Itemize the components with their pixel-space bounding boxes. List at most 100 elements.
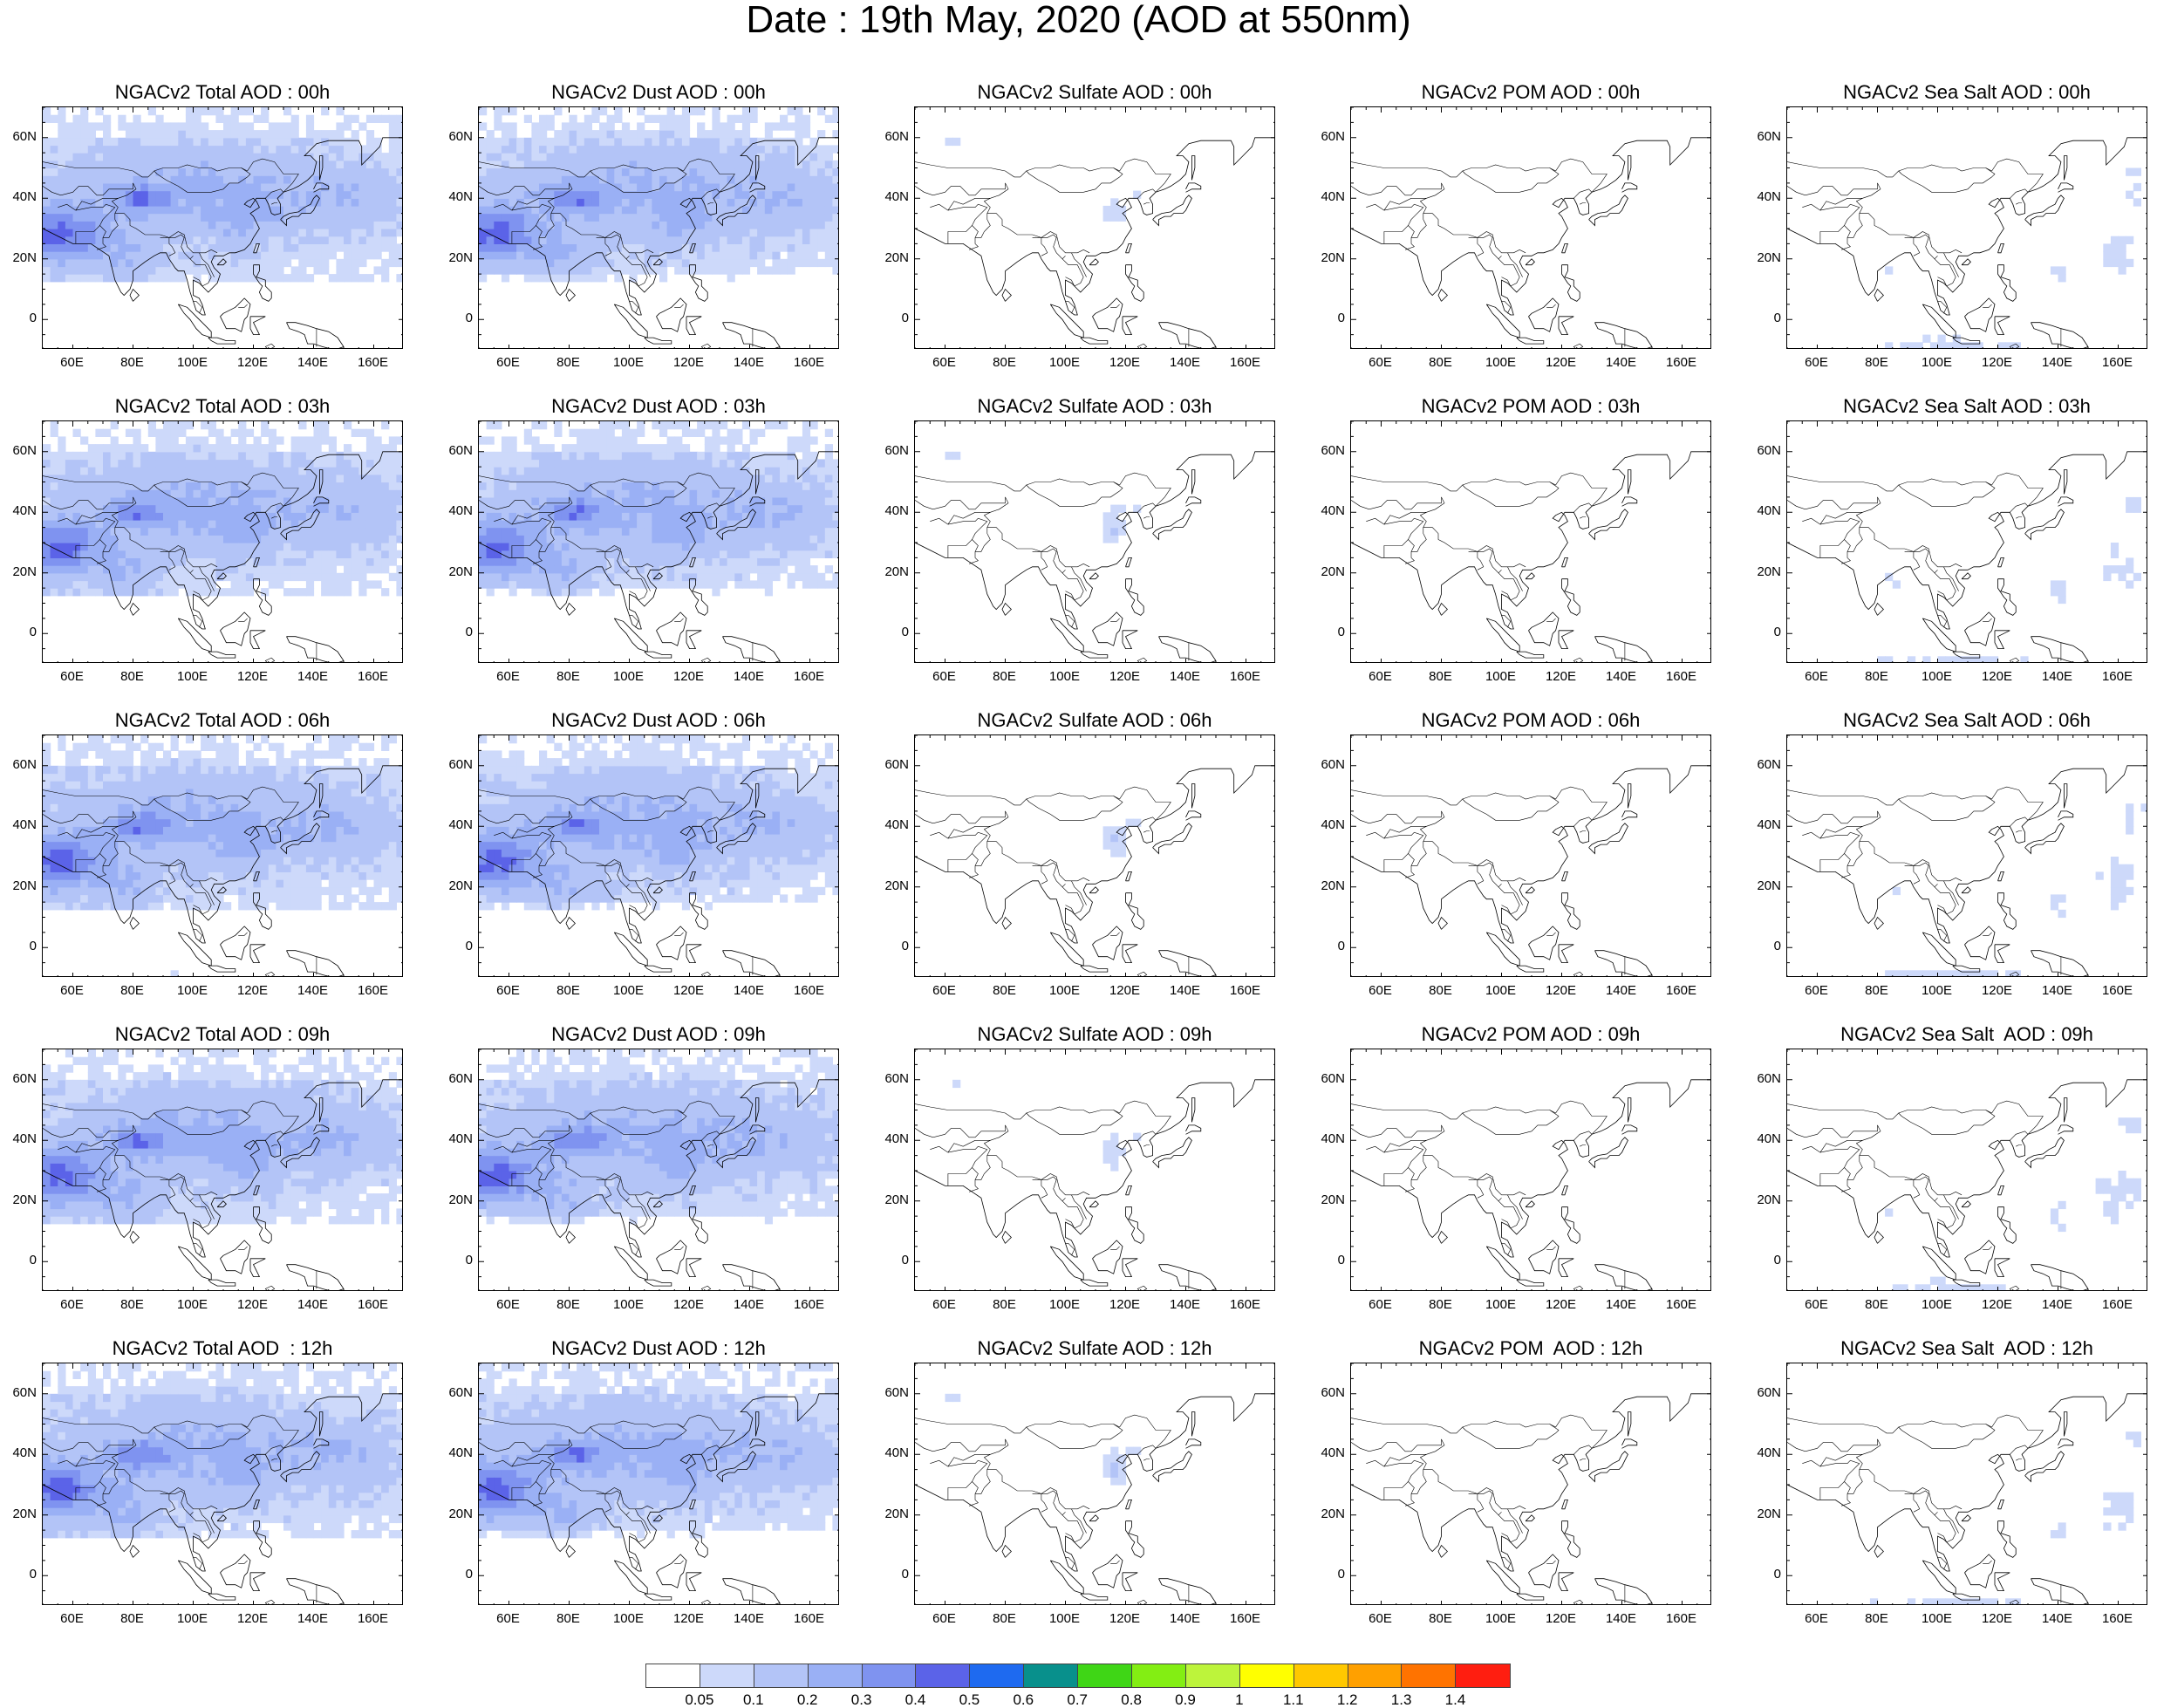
- longitude-tick-label: 60E: [923, 356, 966, 370]
- longitude-tick-label: 80E: [547, 356, 590, 370]
- longitude-tick-label: 60E: [1795, 1612, 1839, 1626]
- latitude-tick-label: 40N: [1746, 190, 1781, 204]
- longitude-tick-label: 80E: [1419, 984, 1463, 998]
- latitude-tick-label: 60N: [874, 758, 909, 772]
- longitude-tick-label: 140E: [291, 670, 335, 684]
- latitude-tick-label: 0: [438, 1568, 473, 1582]
- longitude-tick-label: 100E: [1915, 1298, 1959, 1312]
- coastlines: [1351, 138, 1711, 349]
- longitude-tick-label: 140E: [2036, 356, 2079, 370]
- aod-map: [43, 1049, 403, 1291]
- longitude-tick-label: 80E: [1419, 1298, 1463, 1312]
- longitude-tick-label: 120E: [1976, 670, 2019, 684]
- axis-ticks: [915, 421, 1275, 663]
- longitude-tick-label: 60E: [1795, 1298, 1839, 1312]
- latitude-tick-label: 60N: [438, 444, 473, 458]
- latitude-tick-label: 0: [874, 939, 909, 953]
- longitude-tick-label: 80E: [1419, 356, 1463, 370]
- latitude-tick-label: 60N: [2, 444, 37, 458]
- colorbar-swatch: [700, 1664, 754, 1687]
- longitude-tick-label: 140E: [2036, 670, 2079, 684]
- longitude-tick-label: 100E: [1479, 1298, 1523, 1312]
- longitude-tick-label: 120E: [1539, 1298, 1583, 1312]
- longitude-tick-label: 120E: [231, 670, 275, 684]
- axis-ticks: [1787, 421, 2147, 663]
- coastlines: [1787, 138, 2147, 349]
- longitude-tick-label: 160E: [1224, 984, 1267, 998]
- aod-field: [945, 452, 1142, 543]
- aod-map: [479, 107, 839, 349]
- panel-title: NGACv2 Dust AOD : 06h: [478, 707, 839, 734]
- latitude-tick-label: 0: [1310, 1568, 1345, 1582]
- longitude-tick-label: 80E: [1855, 984, 1899, 998]
- panel-title: NGACv2 POM AOD : 12h: [1350, 1335, 1711, 1363]
- latitude-tick-label: 20N: [1310, 565, 1345, 579]
- longitude-tick-label: 140E: [2036, 1298, 2079, 1312]
- map-plot-area: [478, 734, 839, 977]
- longitude-tick-label: 120E: [1103, 1612, 1147, 1626]
- latitude-tick-label: 0: [438, 625, 473, 639]
- coastlines: [1351, 1080, 1711, 1291]
- map-plot-area: [1350, 1363, 1711, 1605]
- longitude-tick-label: 140E: [291, 1612, 335, 1626]
- longitude-tick-label: 160E: [1660, 356, 1703, 370]
- latitude-tick-label: 40N: [438, 818, 473, 832]
- longitude-tick-label: 100E: [607, 1612, 651, 1626]
- latitude-tick-label: 40N: [438, 504, 473, 518]
- aod-map: [1787, 1363, 2147, 1605]
- longitude-tick-label: 160E: [352, 984, 395, 998]
- longitude-tick-label: 120E: [667, 1298, 711, 1312]
- colorbar-label: 1.2: [1326, 1692, 1369, 1708]
- longitude-tick-label: 140E: [1600, 1298, 1643, 1312]
- panel-title: NGACv2 Sulfate AOD : 03h: [914, 393, 1275, 420]
- longitude-tick-label: 60E: [923, 1612, 966, 1626]
- coastlines: [1787, 1394, 2147, 1605]
- longitude-tick-label: 60E: [1359, 1298, 1403, 1312]
- latitude-tick-label: 60N: [874, 1386, 909, 1400]
- coastlines: [1351, 452, 1711, 663]
- panel-title: NGACv2 Dust AOD : 00h: [478, 79, 839, 106]
- longitude-tick-label: 100E: [607, 1298, 651, 1312]
- latitude-tick-label: 60N: [1310, 444, 1345, 458]
- latitude-tick-label: 20N: [1746, 879, 1781, 893]
- map-plot-area: [914, 1049, 1275, 1291]
- longitude-tick-label: 140E: [727, 1612, 771, 1626]
- colorbar-label: 0.3: [840, 1692, 884, 1708]
- longitude-tick-label: 100E: [1043, 356, 1087, 370]
- latitude-tick-label: 60N: [1310, 1386, 1345, 1400]
- aod-map: [1351, 107, 1711, 349]
- longitude-tick-label: 160E: [788, 1612, 831, 1626]
- aod-map: [1351, 1363, 1711, 1605]
- aod-map: [1787, 107, 2147, 349]
- colorbar-label: 0.2: [786, 1692, 829, 1708]
- longitude-tick-label: 140E: [2036, 1612, 2079, 1626]
- longitude-tick-label: 100E: [1479, 356, 1523, 370]
- figure-title: Date : 19th May, 2020 (AOD at 550nm): [0, 0, 2157, 40]
- axis-ticks: [915, 107, 1275, 349]
- aod-field: [1870, 1431, 2141, 1605]
- longitude-tick-label: 160E: [788, 356, 831, 370]
- latitude-tick-label: 0: [1310, 311, 1345, 325]
- longitude-tick-label: 160E: [1660, 1298, 1703, 1312]
- latitude-tick-label: 60N: [438, 130, 473, 144]
- map-plot-area: [42, 106, 403, 349]
- longitude-tick-label: 160E: [1224, 356, 1267, 370]
- latitude-tick-label: 40N: [1746, 1132, 1781, 1146]
- panel-title: NGACv2 Sulfate AOD : 06h: [914, 707, 1275, 734]
- longitude-tick-label: 100E: [1479, 984, 1523, 998]
- longitude-tick-label: 120E: [1976, 984, 2019, 998]
- colorbar-label: 1.1: [1272, 1692, 1315, 1708]
- latitude-tick-label: 0: [874, 311, 909, 325]
- longitude-tick-label: 160E: [352, 1298, 395, 1312]
- colorbar-swatch: [1186, 1664, 1240, 1687]
- map-plot-area: [478, 106, 839, 349]
- longitude-tick-label: 140E: [291, 356, 335, 370]
- longitude-tick-label: 120E: [231, 1612, 275, 1626]
- longitude-tick-label: 120E: [1976, 1612, 2019, 1626]
- longitude-tick-label: 80E: [547, 670, 590, 684]
